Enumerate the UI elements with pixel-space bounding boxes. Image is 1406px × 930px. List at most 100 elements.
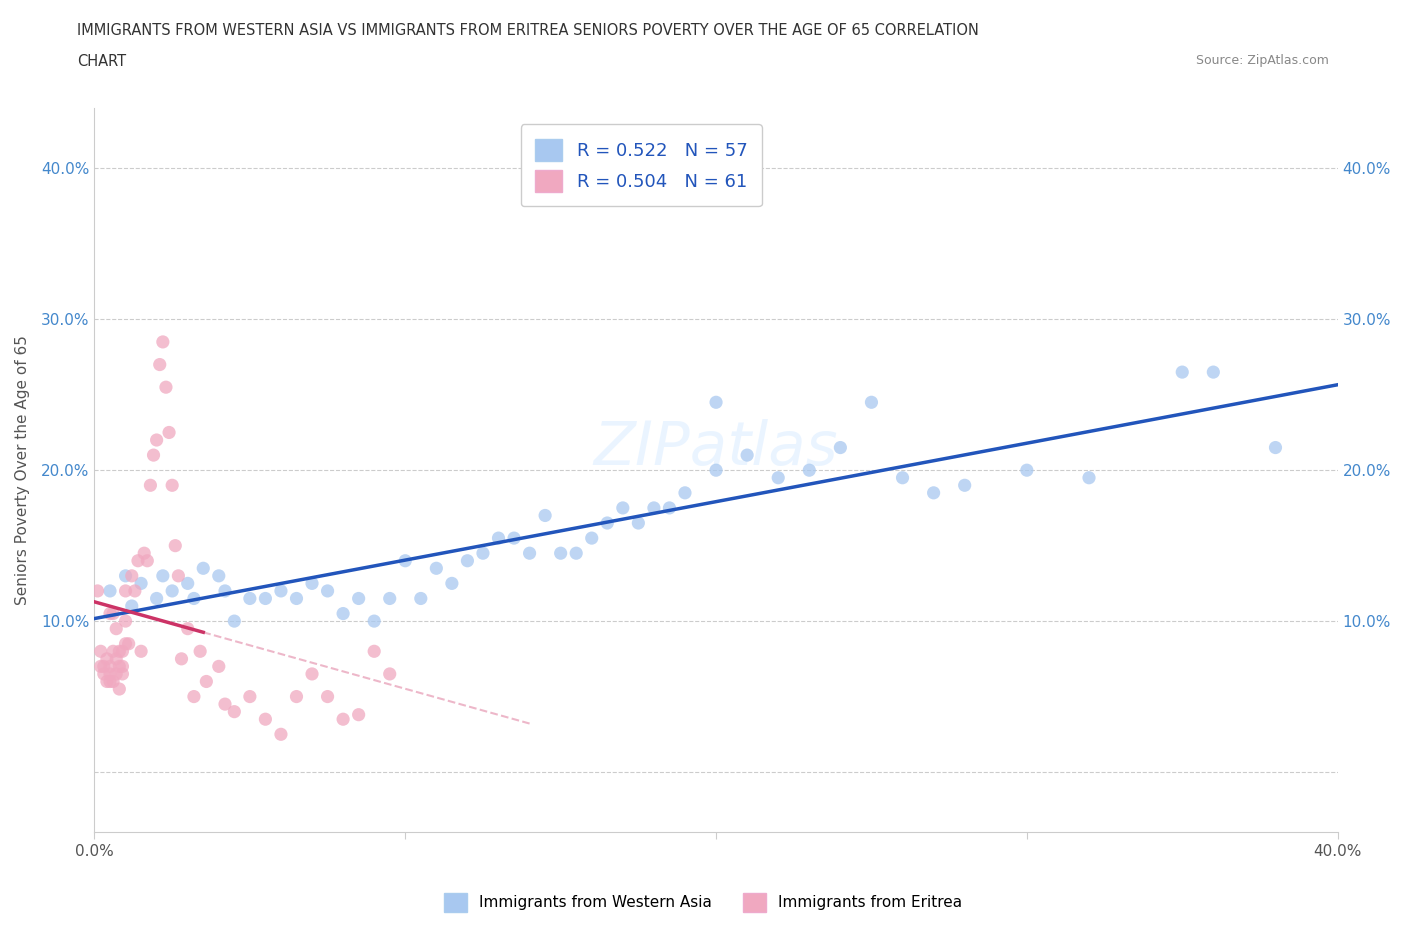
Point	[160, 583, 183, 598]
Point	[129, 576, 152, 591]
Point	[363, 614, 385, 629]
Point	[301, 576, 323, 591]
Point	[214, 583, 236, 598]
Point	[183, 591, 205, 606]
Point	[105, 667, 128, 682]
Point	[177, 621, 200, 636]
Point	[139, 478, 162, 493]
Point	[363, 644, 385, 658]
Point	[1078, 471, 1101, 485]
Point	[93, 667, 115, 682]
Point	[149, 357, 172, 372]
Point	[121, 599, 143, 614]
Point	[177, 576, 200, 591]
Point	[101, 674, 124, 689]
Point	[108, 682, 131, 697]
Point	[129, 644, 152, 658]
Point	[98, 659, 121, 674]
Point	[145, 432, 167, 447]
Point	[145, 591, 167, 606]
Point	[704, 463, 727, 478]
Point	[96, 674, 118, 689]
Point	[90, 659, 112, 674]
Point	[860, 395, 883, 410]
Point	[118, 636, 141, 651]
Point	[581, 531, 603, 546]
Point	[142, 447, 165, 462]
Point	[96, 651, 118, 666]
Point	[378, 667, 401, 682]
Point	[188, 644, 211, 658]
Point	[105, 621, 128, 636]
Point	[704, 395, 727, 410]
Point	[378, 591, 401, 606]
Point	[830, 440, 852, 455]
Point	[208, 568, 231, 583]
Point	[101, 644, 124, 658]
Point	[1264, 440, 1286, 455]
Point	[332, 711, 354, 726]
Point	[409, 591, 432, 606]
Point	[152, 335, 174, 350]
Point	[93, 659, 115, 674]
Point	[124, 583, 146, 598]
Point	[316, 583, 339, 598]
Point	[316, 689, 339, 704]
Point	[922, 485, 945, 500]
Point	[766, 471, 789, 485]
Point	[98, 583, 121, 598]
Point	[101, 606, 124, 621]
Point	[108, 644, 131, 658]
Point	[332, 606, 354, 621]
Point	[891, 471, 914, 485]
Point	[193, 561, 215, 576]
Text: CHART: CHART	[77, 54, 127, 69]
Point	[239, 591, 262, 606]
Point	[111, 667, 134, 682]
Point	[472, 546, 495, 561]
Point	[208, 659, 231, 674]
Point	[160, 478, 183, 493]
Point	[953, 478, 976, 493]
Point	[1015, 463, 1038, 478]
Point	[1202, 365, 1225, 379]
Point	[503, 531, 526, 546]
Point	[98, 674, 121, 689]
Point	[152, 568, 174, 583]
Point	[285, 591, 308, 606]
Point	[673, 485, 696, 500]
Point	[114, 583, 136, 598]
Point	[254, 591, 277, 606]
Point	[550, 546, 572, 561]
Point	[799, 463, 821, 478]
Text: IMMIGRANTS FROM WESTERN ASIA VS IMMIGRANTS FROM ERITREA SENIORS POVERTY OVER THE: IMMIGRANTS FROM WESTERN ASIA VS IMMIGRAN…	[77, 23, 979, 38]
Point	[488, 531, 510, 546]
Point	[627, 515, 650, 530]
Point	[270, 727, 292, 742]
Point	[519, 546, 541, 561]
Point	[534, 508, 557, 523]
Point	[114, 614, 136, 629]
Point	[183, 689, 205, 704]
Point	[114, 568, 136, 583]
Y-axis label: Seniors Poverty Over the Age of 65: Seniors Poverty Over the Age of 65	[15, 335, 30, 605]
Point	[127, 553, 149, 568]
Point	[170, 651, 193, 666]
Point	[157, 425, 180, 440]
Point	[111, 644, 134, 658]
Point	[347, 707, 370, 722]
Point	[121, 568, 143, 583]
Legend: R = 0.522   N = 57, R = 0.504   N = 61: R = 0.522 N = 57, R = 0.504 N = 61	[520, 125, 762, 206]
Point	[270, 583, 292, 598]
Point	[456, 553, 478, 568]
Point	[105, 651, 128, 666]
Point	[285, 689, 308, 704]
Point	[643, 500, 665, 515]
Point	[658, 500, 681, 515]
Point	[165, 538, 187, 553]
Point	[167, 568, 190, 583]
Point	[90, 644, 112, 658]
Point	[347, 591, 370, 606]
Point	[195, 674, 218, 689]
Point	[224, 704, 246, 719]
